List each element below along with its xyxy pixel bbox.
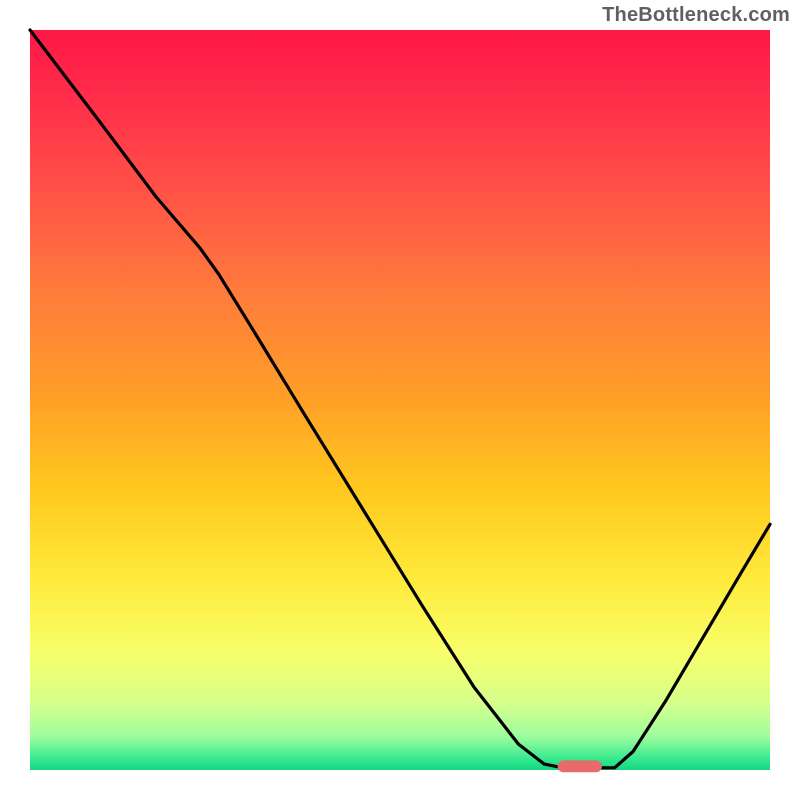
gradient-background xyxy=(30,30,770,770)
bottleneck-chart xyxy=(0,0,800,800)
chart-container: TheBottleneck.com xyxy=(0,0,800,800)
watermark-text: TheBottleneck.com xyxy=(602,4,790,27)
optimal-marker xyxy=(558,760,602,772)
